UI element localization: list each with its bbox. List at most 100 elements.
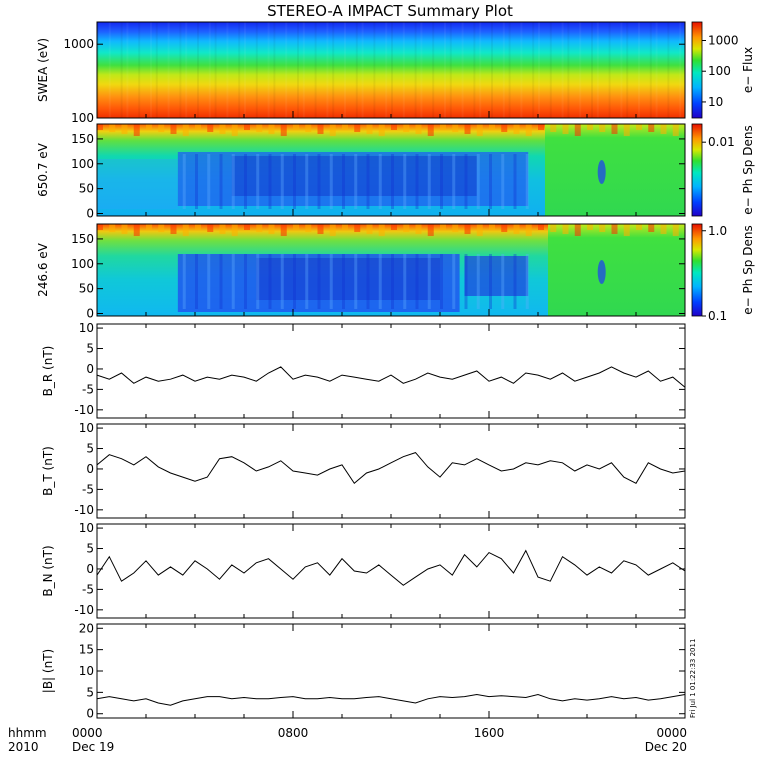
pad-hotband xyxy=(354,224,361,232)
swea-texture xyxy=(655,22,658,118)
pad-depletion xyxy=(97,159,178,209)
swea-texture xyxy=(549,22,552,118)
pad-hotband xyxy=(574,224,581,236)
ytick-label: 150 xyxy=(71,232,94,246)
pad-246-colorbar-label: e− Ph Sp Dens xyxy=(741,225,755,314)
panel-2: 10 5 0 -5 -10 B_N (nT) xyxy=(41,521,686,619)
swea-texture xyxy=(391,22,393,118)
pad-hotband xyxy=(207,124,214,132)
swea-texture xyxy=(273,22,276,118)
swea-texture xyxy=(520,22,523,118)
pad-streak xyxy=(366,154,370,209)
ytick-label: 0 xyxy=(86,562,94,576)
pad-hotband xyxy=(219,224,226,234)
pad-hotband xyxy=(452,124,459,132)
ytick-label: 5 xyxy=(86,442,94,456)
pad-hotband xyxy=(538,124,544,130)
pad-hotband xyxy=(133,224,140,236)
pad-streak xyxy=(378,254,382,309)
pad-streak xyxy=(464,254,468,309)
pad-hotband xyxy=(427,224,434,236)
pad-650-colorbar-label: e− Ph Sp Dens xyxy=(741,125,755,214)
pad-hotband xyxy=(366,124,373,134)
swea-texture xyxy=(508,22,511,118)
pad-hotband xyxy=(244,124,250,130)
swea-texture xyxy=(150,22,152,118)
pad-streak xyxy=(489,154,492,209)
pad-hotband xyxy=(256,124,263,132)
pad-hotband xyxy=(525,124,532,136)
ytick-label: 150 xyxy=(71,132,94,146)
pad-streak xyxy=(244,154,247,209)
swea-texture xyxy=(596,22,599,118)
pad-hotband xyxy=(562,224,569,234)
swea-texture xyxy=(208,22,211,118)
ytick-label: 5 xyxy=(86,342,94,356)
pad-streak xyxy=(513,154,517,209)
ytick-label: 10 xyxy=(79,321,94,335)
pad-hotband xyxy=(293,124,299,130)
pad-hotband xyxy=(464,224,471,234)
pad-hotband xyxy=(121,224,128,234)
swea-texture xyxy=(449,22,452,118)
pad-depletion xyxy=(231,156,477,196)
pad-hotband xyxy=(219,124,226,134)
swea-texture xyxy=(444,22,446,118)
line-panel-ylabel: B_T (nT) xyxy=(41,446,55,496)
pad-hotband xyxy=(660,224,667,234)
ytick-label: 50 xyxy=(79,282,94,296)
pad-depletion xyxy=(177,152,529,206)
pad-hotband xyxy=(611,124,618,134)
pad-streak xyxy=(342,254,345,309)
pad-hotband xyxy=(636,224,642,230)
time-axis-corner-top: hhmm xyxy=(8,726,47,740)
pad-hotband xyxy=(329,224,336,236)
panel-frame xyxy=(96,623,686,719)
pad-hotband xyxy=(452,224,459,232)
pad-hotband xyxy=(280,224,287,236)
colorbar-tick-label: 10 xyxy=(708,95,723,109)
pad-hotband xyxy=(623,124,630,136)
pad-hotband xyxy=(599,224,606,232)
colorbar-tick-label: 100 xyxy=(708,64,731,78)
pad-hotband xyxy=(256,224,263,232)
ytick-label: -10 xyxy=(74,503,94,517)
pad-hotband xyxy=(342,124,348,130)
pad-hotband xyxy=(562,124,569,134)
swea-texture xyxy=(326,22,329,118)
pad-streak xyxy=(195,254,198,309)
swea-texture xyxy=(373,22,376,118)
swea-panel: 1000 100 SWEA (eV) 1000 100 10 e− Flux xyxy=(36,21,755,125)
time-axis-corner-bottom: 2010 xyxy=(8,740,39,754)
pad-hotband xyxy=(342,224,348,230)
pad-hotband xyxy=(672,124,679,136)
ytick-label: -5 xyxy=(82,382,94,396)
pad-hotband xyxy=(501,124,508,132)
plot-title: STEREO-A IMPACT Summary Plot xyxy=(267,2,513,20)
pad-streak xyxy=(182,154,186,209)
pad-hotband xyxy=(574,124,581,136)
colorbar-tick-label: 1000 xyxy=(708,33,739,47)
ytick-label: 0 xyxy=(86,362,94,376)
ytick-label: 0 xyxy=(86,207,94,221)
pad-streak xyxy=(219,154,223,209)
pad-streak xyxy=(207,154,211,209)
pad-hotband xyxy=(427,124,434,136)
swea-texture xyxy=(138,22,141,118)
pad-streak xyxy=(464,154,468,209)
swea-texture xyxy=(302,22,305,118)
ytick-label: 0 xyxy=(86,707,94,721)
pad-hotband xyxy=(366,224,373,234)
pad-hotband xyxy=(587,224,593,230)
pad-streak xyxy=(219,254,223,309)
colorbar-tick-label: 0.1 xyxy=(708,309,727,323)
pad-hotband xyxy=(501,224,508,232)
pad-streak xyxy=(207,254,211,309)
pad-246-ylabel: 246.6 eV xyxy=(36,242,50,297)
swea-texture xyxy=(185,22,188,118)
pad-hotband xyxy=(476,124,483,136)
pad-streak xyxy=(268,254,272,309)
pad-hotband xyxy=(391,124,397,130)
pad-hotband xyxy=(170,124,177,134)
